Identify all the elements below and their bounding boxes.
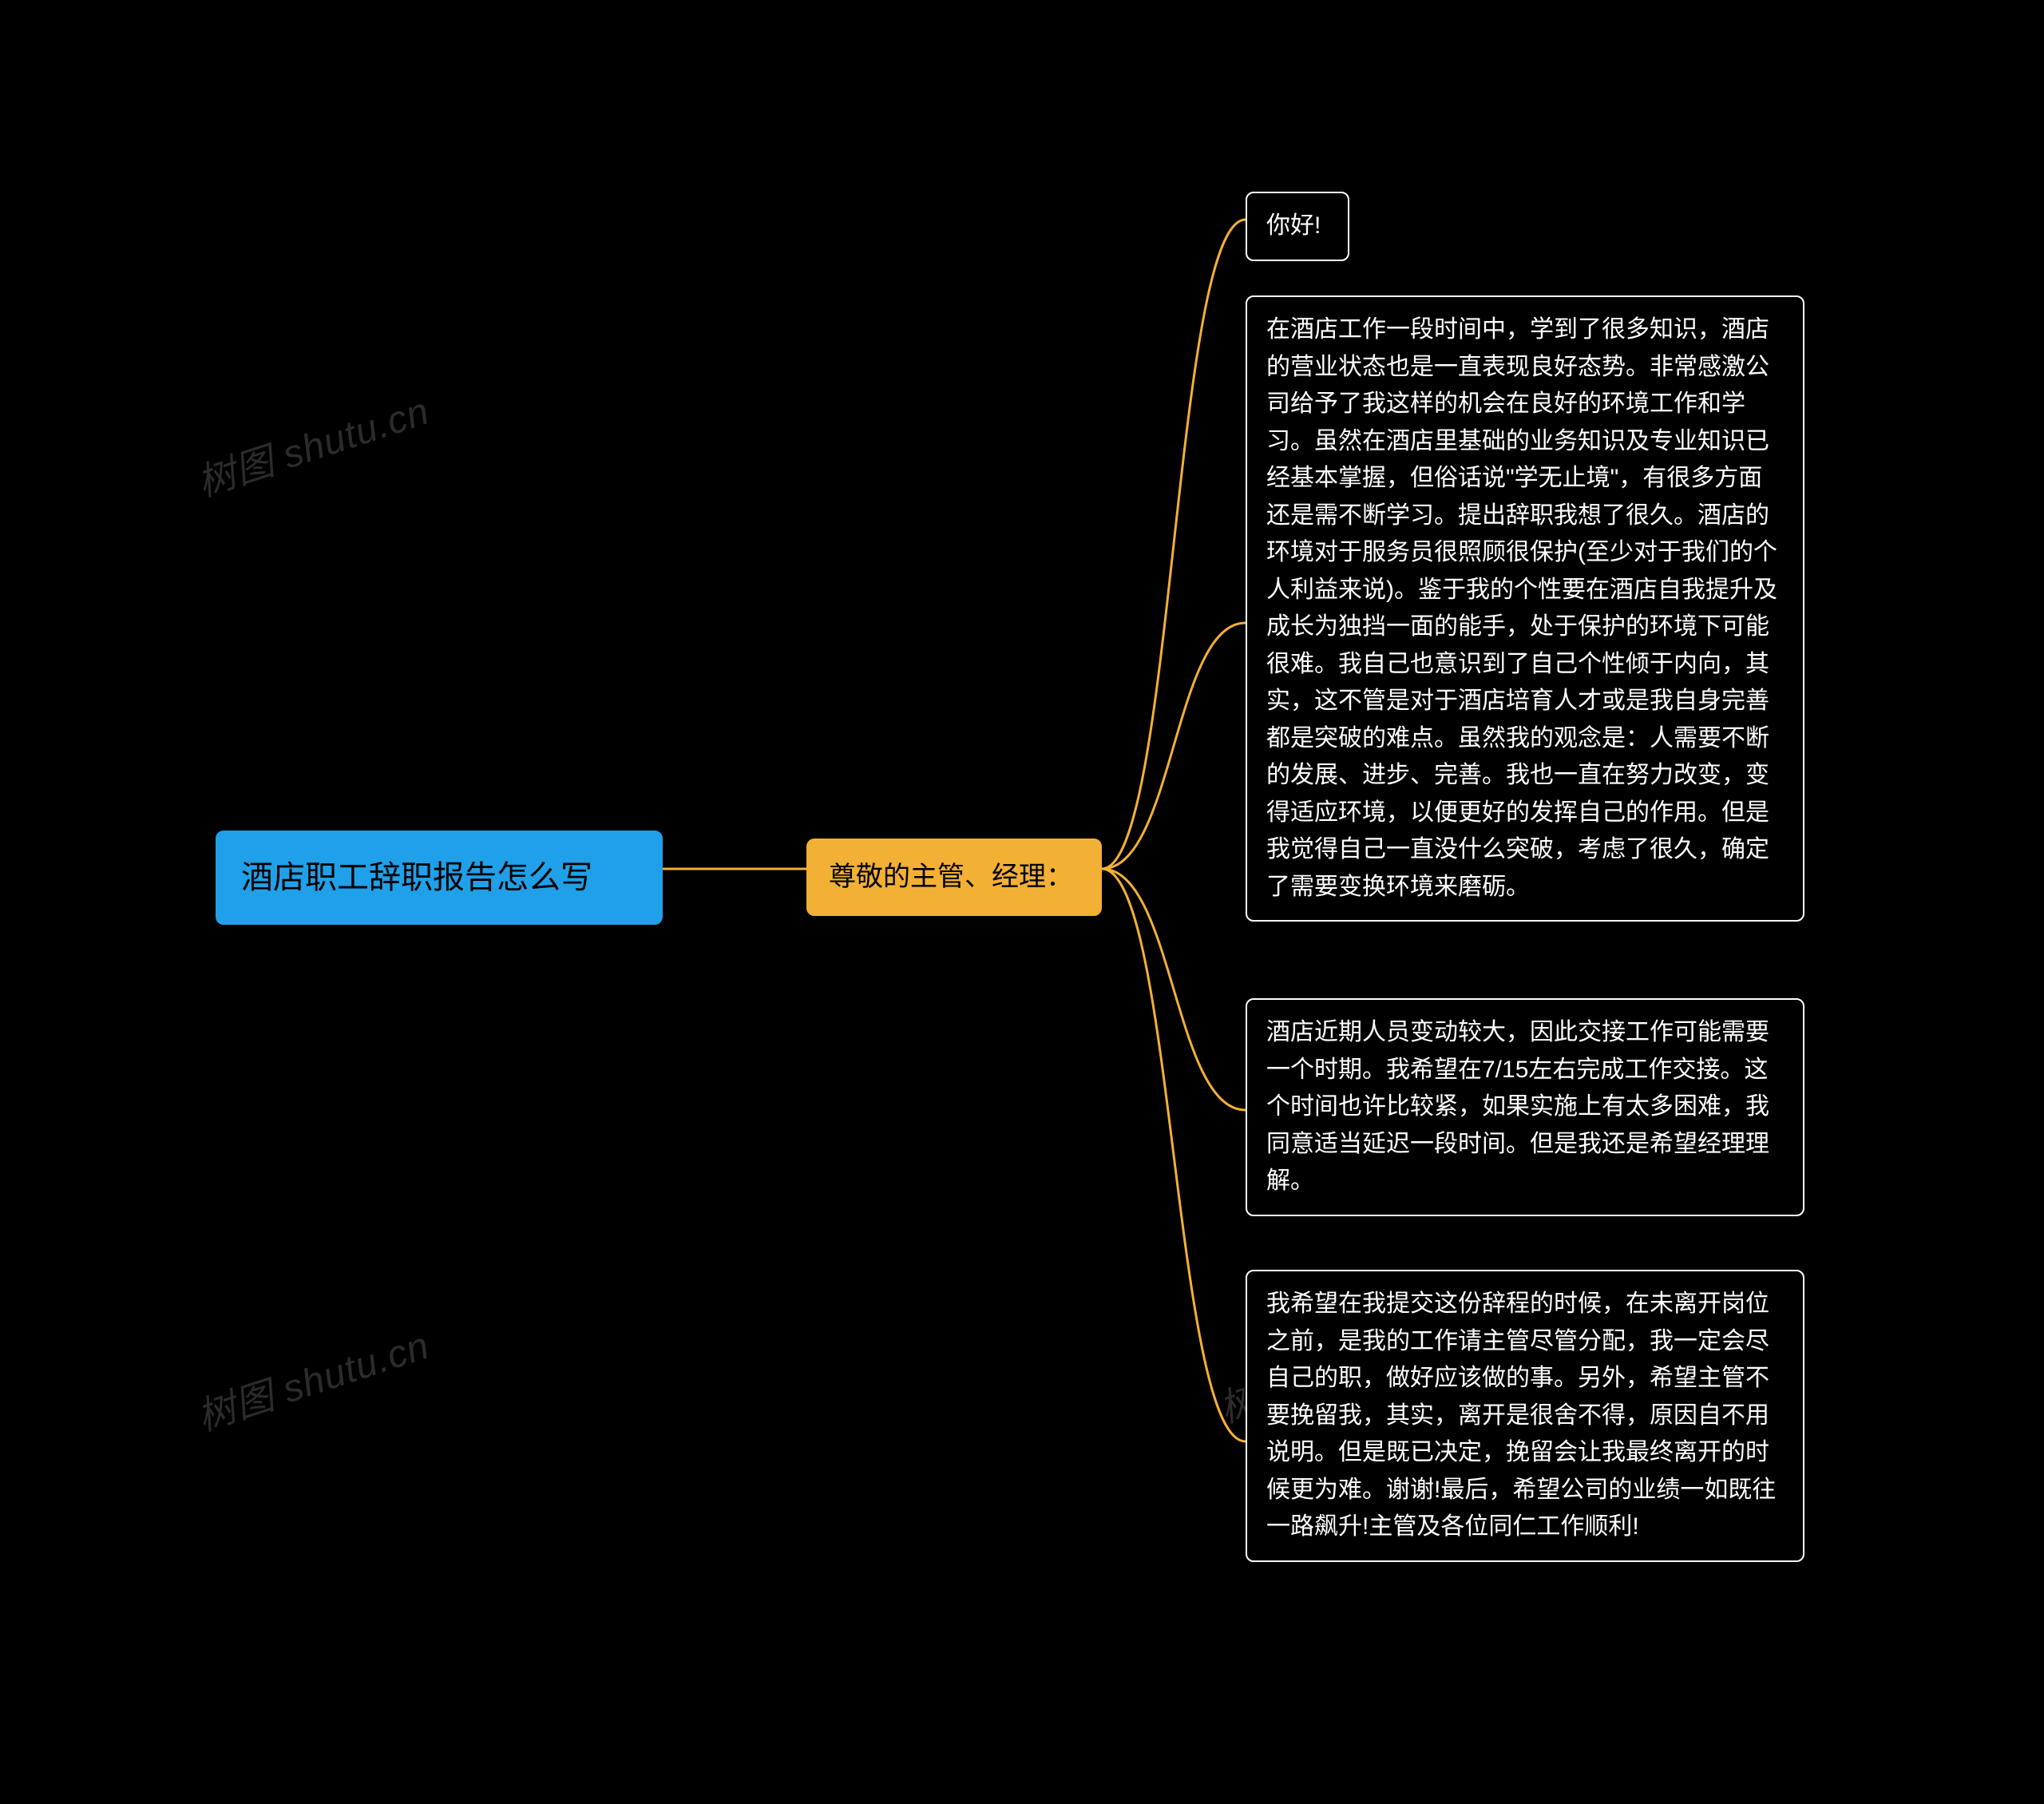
mindmap-root-node[interactable]: 酒店职工辞职报告怎么写 — [216, 831, 663, 925]
watermark: 树图 shutu.cn — [189, 379, 436, 507]
mindmap-branch-node[interactable]: 尊敬的主管、经理： — [806, 839, 1102, 916]
mindmap-canvas: 树图 shutu.cn 树图 shutu.cn 树图 shutu.cn 酒店职工… — [0, 0, 2044, 1804]
mindmap-leaf-greeting[interactable]: 你好! — [1246, 192, 1349, 261]
mindmap-leaf-body2[interactable]: 酒店近期人员变动较大，因此交接工作可能需要一个时期。我希望在7/15左右完成工作… — [1246, 998, 1804, 1216]
mindmap-leaf-body3[interactable]: 我希望在我提交这份辞程的时候，在未离开岗位之前，是我的工作请主管尽管分配，我一定… — [1246, 1270, 1804, 1562]
mindmap-leaf-body1[interactable]: 在酒店工作一段时间中，学到了很多知识，酒店的营业状态也是一直表现良好态势。非常感… — [1246, 295, 1804, 922]
watermark: 树图 shutu.cn — [189, 1314, 436, 1441]
